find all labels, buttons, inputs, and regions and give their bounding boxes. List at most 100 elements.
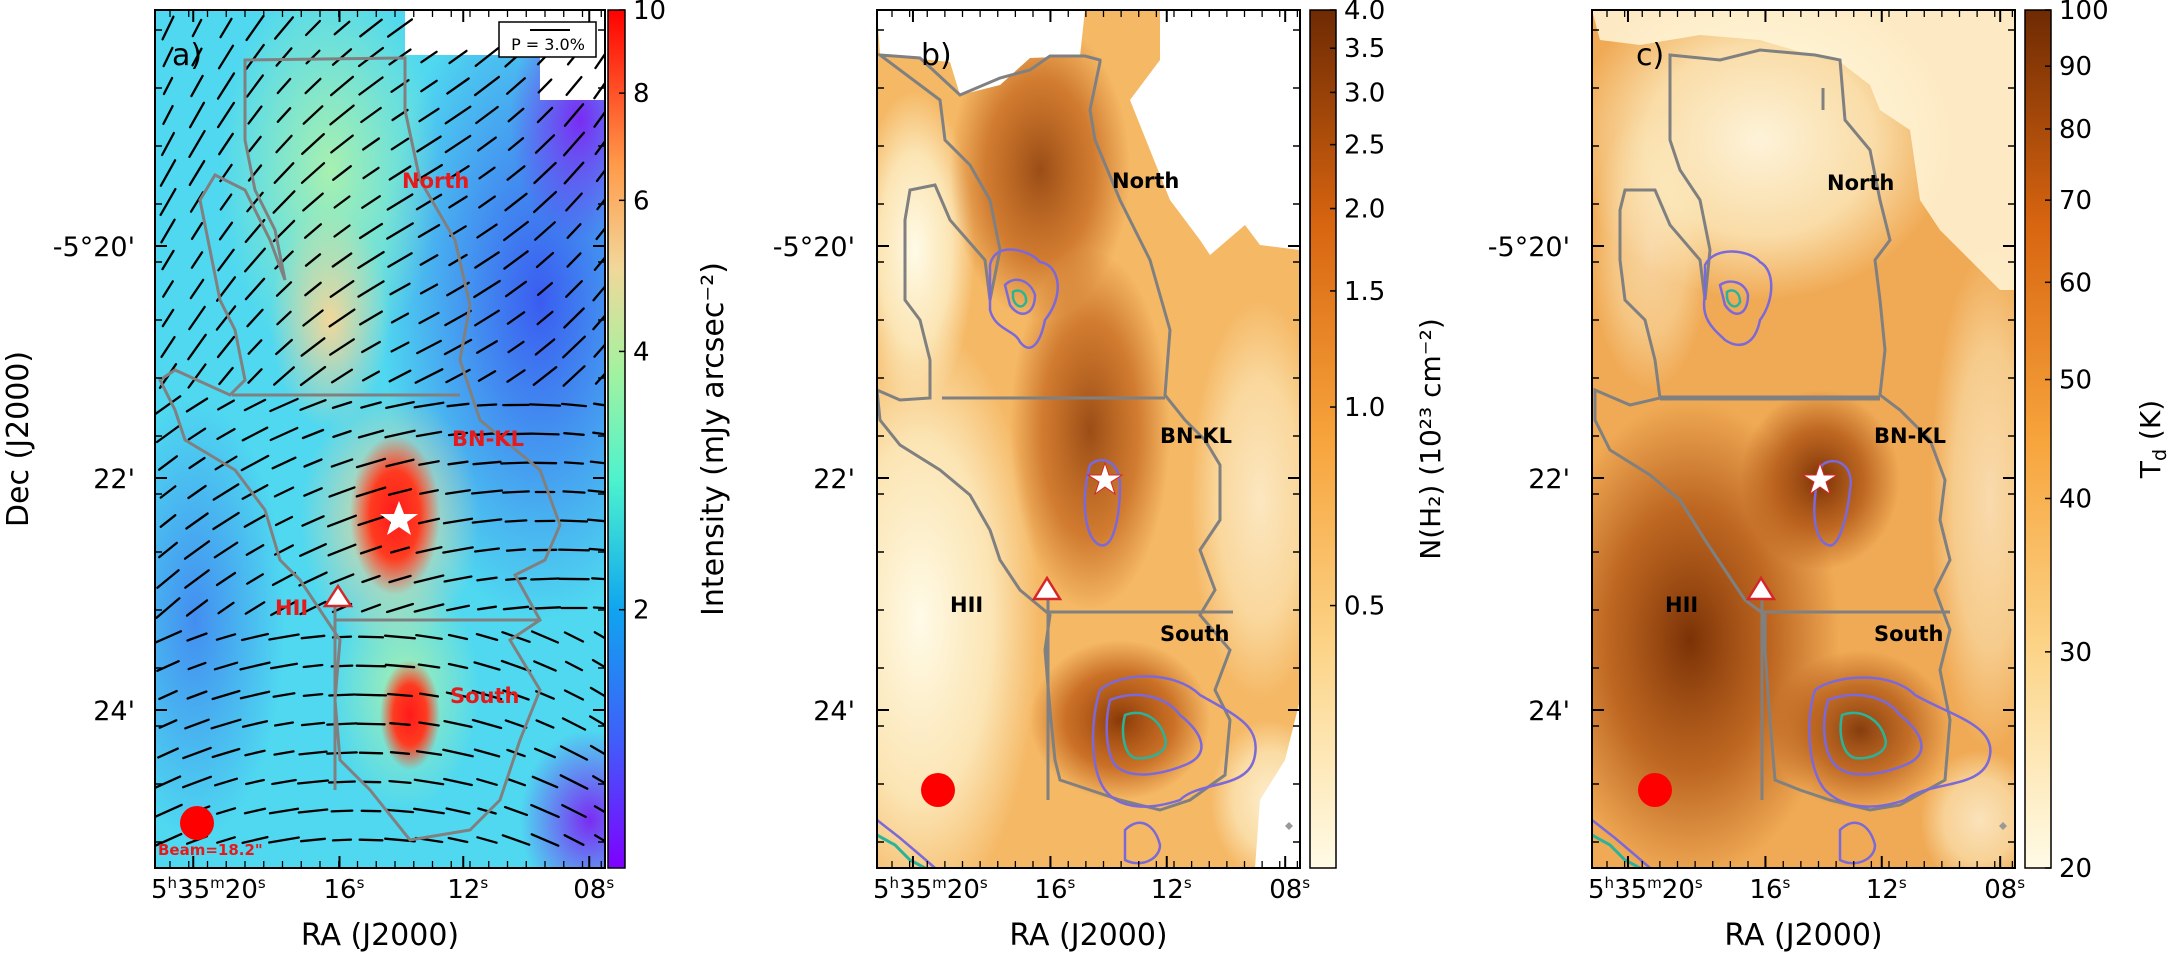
polarization-vector <box>505 548 527 552</box>
triangle-marker <box>1031 575 1063 601</box>
polarization-vector <box>274 515 294 527</box>
polarization-vector <box>389 751 411 755</box>
polarization-vector <box>445 604 471 612</box>
polarization-vector <box>589 686 605 698</box>
polarization-vector <box>188 129 206 159</box>
polarization-vector <box>530 630 560 644</box>
polarization-vector <box>158 719 178 729</box>
polarization-vector <box>158 541 178 559</box>
polarization-vector <box>360 603 382 613</box>
polarization-vector <box>241 835 269 845</box>
polarization-vector <box>565 75 583 97</box>
polarization-vector <box>162 280 174 298</box>
polarization-vector <box>270 599 298 617</box>
panel-a: P = 3.0% a) North BN-KL HII South Beam=1… <box>154 9 606 869</box>
colorbar-tick-label: 3.0 <box>1344 78 1385 108</box>
polarization-vector <box>386 222 414 240</box>
polarization-vector <box>213 661 239 671</box>
polarization-vector <box>476 403 498 407</box>
polarization-vector <box>419 283 439 295</box>
panel-c-map <box>1592 10 2015 868</box>
polarization-vector <box>471 518 503 524</box>
polarization-vector <box>447 633 469 641</box>
polarization-vector <box>190 221 204 241</box>
polarization-vector <box>361 195 381 209</box>
polarization-vector <box>355 457 387 469</box>
polarization-vector <box>592 431 605 436</box>
polarization-vector <box>387 488 413 496</box>
polarization-vector <box>239 690 271 700</box>
polarization-vector <box>191 47 203 67</box>
polarization-vector <box>413 401 445 409</box>
region-boundary <box>158 56 562 842</box>
polarization-vector <box>390 341 410 353</box>
colorbar-tick-label: 20 <box>2059 854 2092 884</box>
polarization-vector <box>328 693 356 697</box>
polarization-vector <box>332 165 352 181</box>
polarization-vector <box>155 832 183 848</box>
polarization-vector <box>158 689 178 701</box>
polarization-vector <box>300 721 326 727</box>
polarization-vector <box>390 312 410 324</box>
polarization-vector <box>269 662 299 670</box>
polarization-vector <box>587 489 605 494</box>
polarization-vector <box>184 718 210 730</box>
polarization-vector <box>357 635 385 639</box>
polarization-vector <box>416 135 442 153</box>
polarization-vector <box>272 692 296 698</box>
polarization-vector <box>389 282 411 296</box>
polarization-vector <box>506 165 526 181</box>
polarization-vector <box>329 280 355 298</box>
polarization-vector <box>331 400 353 410</box>
polarization-vector <box>595 168 605 183</box>
polarization-vector <box>299 600 327 616</box>
colorbar-tick-label: 90 <box>2059 52 2092 82</box>
polarization-vector <box>593 343 605 358</box>
polarization-vector <box>361 137 381 151</box>
polarization-vector <box>327 543 357 557</box>
polarization-vector <box>475 105 499 125</box>
polarization-vector <box>155 630 183 644</box>
polarization-vector <box>357 515 385 527</box>
polarization-vector <box>272 190 296 214</box>
colorbar-a: 10 8 6 4 2 Intensity (mJy arcsec⁻²) <box>607 0 731 869</box>
panel-label-a: a) <box>172 38 202 73</box>
polarization-vector <box>155 424 181 444</box>
polarization-vector <box>361 370 381 382</box>
polarization-vector <box>246 191 264 213</box>
polarization-vector <box>330 368 354 384</box>
polarization-vector <box>160 218 176 244</box>
polarization-vector <box>268 836 300 844</box>
polarization-vector <box>473 279 501 299</box>
polarization-vector <box>562 365 586 387</box>
polarization-vector <box>448 49 468 65</box>
polarization-vector <box>591 577 605 581</box>
polarization-vector <box>216 836 236 844</box>
polarization-vector <box>358 222 384 240</box>
ra-axis-label: RA (J2000) <box>1724 918 1882 953</box>
polarization-vector <box>244 277 266 301</box>
polarization-vector <box>477 370 497 382</box>
polarization-vector <box>299 837 327 843</box>
polarization-vector <box>300 634 326 640</box>
region-label-bnkl: BN-KL <box>1874 424 1946 448</box>
polarization-vector <box>593 805 605 814</box>
polarization-vector <box>592 284 605 302</box>
colorbar-tick-label: 4.0 <box>1344 0 1385 26</box>
ra-axis-label: RA (J2000) <box>301 918 459 953</box>
polarization-vector <box>185 599 209 617</box>
polarization-vector <box>591 658 605 669</box>
polarization-vector <box>188 159 206 187</box>
polarization-vector <box>276 107 292 123</box>
beam-label: Beam=18.2" <box>158 841 263 859</box>
ra-tick-label: 08s <box>1269 874 1310 905</box>
polarization-vector <box>330 134 354 154</box>
polarization-vector <box>239 661 271 671</box>
polarization-vector <box>247 368 263 384</box>
polarization-vector <box>244 601 266 615</box>
polarization-vector <box>445 807 471 815</box>
polarization-vector <box>476 836 498 844</box>
polarization-vector <box>160 131 176 157</box>
polarization-vector <box>417 223 441 239</box>
polarization-vector <box>358 76 384 96</box>
